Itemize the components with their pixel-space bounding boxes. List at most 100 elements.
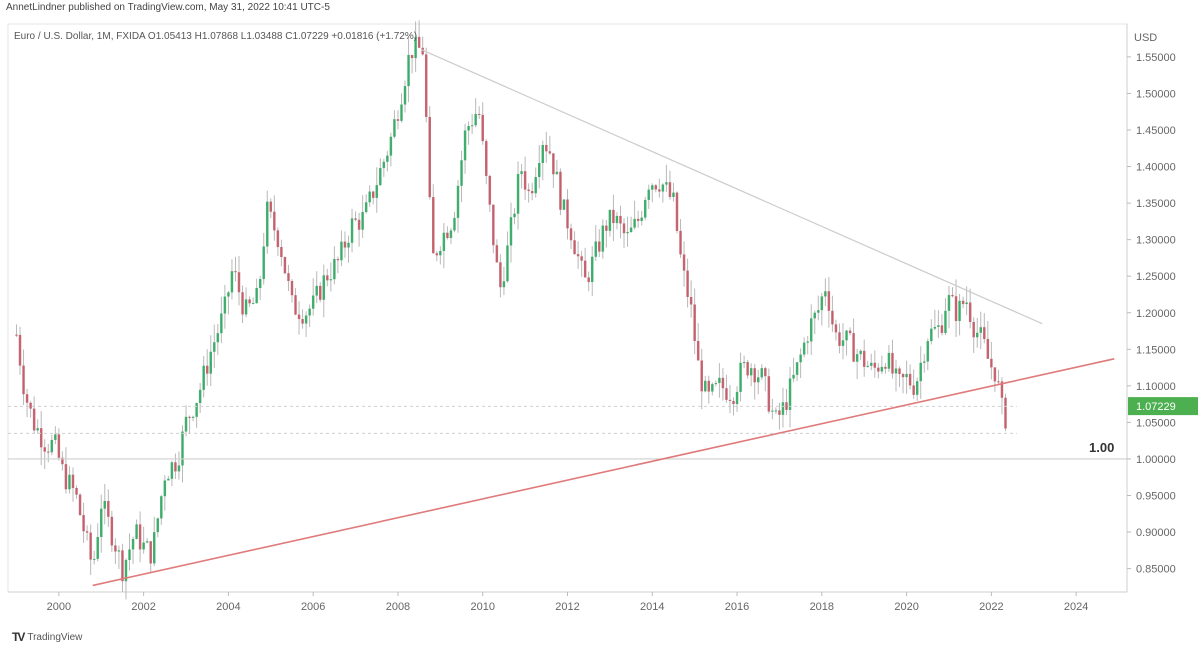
candle-up — [463, 130, 467, 161]
candle-up — [541, 144, 545, 164]
candle-down — [700, 360, 703, 392]
candle-down — [951, 295, 954, 297]
candle-down — [961, 300, 965, 305]
candle-down — [891, 352, 894, 374]
candle-up — [615, 215, 619, 224]
candle-down — [530, 191, 534, 194]
y-tick-label: 1.25000 — [1136, 271, 1176, 283]
candle-up — [502, 281, 506, 288]
candle-up — [244, 299, 248, 315]
candle-up — [177, 465, 181, 472]
candle-up — [626, 232, 629, 234]
candle-up — [262, 246, 265, 280]
candle-up — [590, 256, 594, 283]
x-tick-label: 2022 — [979, 601, 1003, 613]
candle-down — [993, 367, 997, 382]
candle-down — [852, 333, 855, 362]
candle-down — [57, 434, 61, 458]
candle-down — [968, 302, 972, 322]
candle-up — [209, 351, 212, 374]
y-tick-label: 1.40000 — [1136, 162, 1176, 174]
candle-down — [1004, 397, 1007, 429]
candle-down — [287, 273, 290, 281]
candle-up — [880, 366, 884, 372]
candle-up — [714, 383, 718, 385]
candle-down — [241, 292, 244, 315]
candle-up — [965, 302, 968, 305]
candle-down — [29, 402, 32, 409]
candle-up — [407, 54, 410, 87]
y-tick-label: 0.95000 — [1136, 491, 1176, 503]
candle-up — [802, 342, 806, 355]
x-tick-label: 2016 — [725, 601, 749, 613]
candle-down — [545, 144, 548, 152]
candle-down — [834, 324, 838, 333]
candle-up — [958, 300, 961, 321]
candle-down — [778, 410, 781, 415]
candle-up — [393, 119, 396, 137]
candle-down — [417, 36, 421, 48]
y-tick-label: 1.20000 — [1136, 308, 1176, 320]
candle-down — [488, 175, 492, 205]
candle-up — [453, 217, 456, 231]
candle-down — [354, 218, 357, 220]
candle-down — [785, 402, 788, 410]
candle-down — [986, 339, 990, 359]
candle-down — [668, 182, 672, 197]
candle-down — [605, 225, 608, 231]
candle-up — [403, 86, 407, 105]
candle-up — [184, 416, 188, 432]
candle-up — [792, 374, 795, 379]
candle-up — [456, 185, 460, 218]
candle-up — [156, 518, 160, 533]
currency-label: USD — [1134, 32, 1158, 44]
candle-down — [972, 321, 975, 338]
x-tick-label: 2012 — [555, 601, 579, 613]
candle-down — [548, 151, 552, 154]
candle-down — [753, 368, 756, 383]
candle-down — [689, 296, 693, 305]
candle-down — [499, 262, 502, 288]
candle-down — [357, 219, 361, 230]
candle-up — [870, 362, 873, 366]
candle-down — [954, 296, 958, 321]
candle-up — [866, 365, 869, 367]
candle-up — [651, 185, 654, 190]
candle-up — [152, 532, 156, 564]
candle-down — [764, 368, 767, 377]
candle-up — [841, 340, 845, 346]
candle-up — [742, 362, 746, 364]
candle-up — [930, 328, 933, 342]
candle-down — [495, 245, 499, 263]
candle-up — [824, 291, 827, 297]
candle-down — [121, 550, 124, 582]
y-tick-label: 1.15000 — [1136, 344, 1176, 356]
x-tick-label: 2020 — [894, 601, 918, 613]
candle-down — [884, 366, 887, 369]
candle-down — [188, 416, 191, 418]
candle-down — [877, 367, 880, 372]
candle-down — [679, 230, 682, 255]
candle-up — [96, 536, 99, 559]
candle-up — [128, 549, 131, 560]
candle-up — [315, 285, 318, 296]
candle-down — [432, 197, 435, 254]
candle-up — [124, 559, 128, 582]
candle-down — [78, 494, 82, 516]
candle-down — [446, 232, 449, 238]
candle-down — [580, 256, 583, 261]
candle-down — [47, 451, 50, 453]
candle-up — [555, 171, 559, 175]
candle-down — [940, 325, 944, 333]
candle-up — [774, 410, 778, 412]
y-tick-label: 1.50000 — [1136, 88, 1176, 100]
candle-down — [85, 531, 89, 533]
candle-down — [326, 275, 329, 281]
candle-up — [947, 295, 951, 311]
symbol-legend[interactable]: Euro / U.S. Dollar, 1M, FXIDA O1.05413 H… — [14, 31, 418, 42]
candle-up — [230, 271, 234, 293]
candle-up — [170, 462, 174, 479]
candle-down — [573, 240, 576, 255]
y-tick-label: 1.05000 — [1136, 417, 1176, 429]
